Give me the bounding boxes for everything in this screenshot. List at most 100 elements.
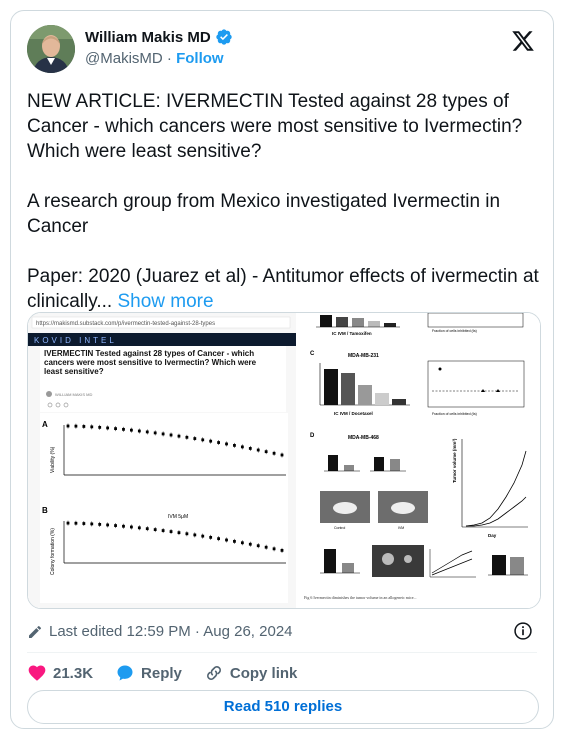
ivm-photo-label: IVM xyxy=(398,526,404,530)
data-point xyxy=(272,547,276,551)
fraction-label-c: Fraction of cells inhibited (fa) xyxy=(432,412,477,416)
data-point xyxy=(177,531,181,535)
x-logo-icon[interactable] xyxy=(511,29,535,53)
show-more-link[interactable]: Show more xyxy=(117,291,214,312)
pencil-icon xyxy=(29,625,42,638)
data-point xyxy=(74,521,78,525)
url-bar: https://makismd.substack.com/p/ivermecti… xyxy=(36,321,215,327)
data-point xyxy=(153,528,157,531)
article-screenshot: https://makismd.substack.com/p/ivermecti… xyxy=(28,313,540,608)
panel-d-bars xyxy=(324,455,406,472)
tweet-card: William Makis MD @MakisMD · Follow NEW A… xyxy=(10,10,554,729)
copy-link-button[interactable]: Copy link xyxy=(204,663,298,683)
data-point xyxy=(145,527,149,531)
data-point xyxy=(272,451,276,455)
data-point xyxy=(256,448,260,452)
copy-link-label: Copy link xyxy=(229,664,298,682)
reply-label: Reply xyxy=(141,664,182,682)
tumor-volume-label: Tumor volume (mm³) xyxy=(452,438,457,483)
panel-top-bars xyxy=(316,315,400,328)
data-point xyxy=(225,442,228,446)
control-photo-label: Control xyxy=(334,526,346,530)
author-name[interactable]: William Makis MD xyxy=(85,28,211,46)
data-point xyxy=(137,429,141,433)
reply-button[interactable]: Reply xyxy=(115,663,182,683)
panel-a-ylabel: Viability (%) xyxy=(50,446,56,473)
data-point xyxy=(122,524,125,528)
data-point xyxy=(217,537,220,541)
author-handle-row: @MakisMD · Follow xyxy=(85,50,224,67)
panel-d-label: D xyxy=(310,433,315,439)
data-point xyxy=(161,529,165,532)
article-author: WILLIAM MAKIS MD xyxy=(55,392,92,397)
data-point xyxy=(280,549,284,552)
data-point xyxy=(169,433,173,437)
data-point xyxy=(240,541,244,545)
data-point xyxy=(106,523,110,527)
data-point xyxy=(82,522,86,525)
tweet-media-image[interactable]: https://makismd.substack.com/p/ivermecti… xyxy=(27,312,541,609)
data-point xyxy=(201,438,205,442)
data-point xyxy=(185,532,189,536)
data-point xyxy=(114,524,117,527)
link-icon xyxy=(206,666,221,680)
day-label: Day xyxy=(488,533,497,538)
data-point xyxy=(98,522,102,526)
data-point xyxy=(106,426,110,430)
data-point xyxy=(66,424,70,428)
data-point xyxy=(74,424,78,428)
author-handle[interactable]: @MakisMD xyxy=(85,50,163,67)
action-bar: 21.3K Reply Copy link xyxy=(27,663,319,683)
data-point xyxy=(217,441,220,444)
verified-badge-icon xyxy=(216,29,232,45)
article-title: IVERMECTIN Tested against 28 types of Ca… xyxy=(44,349,257,376)
data-point xyxy=(177,434,181,438)
panel-b-label: B xyxy=(42,506,48,515)
panel-a-series xyxy=(66,423,284,458)
data-point xyxy=(130,428,133,432)
fraction-label-top: Fraction of cells inhibited (fa) xyxy=(432,329,477,333)
handle-separator: · xyxy=(166,50,172,67)
data-point xyxy=(264,545,268,549)
like-count: 21.3K xyxy=(53,664,94,682)
data-point xyxy=(66,521,70,525)
heart-icon xyxy=(28,665,46,681)
panel-c-label: C xyxy=(310,351,315,357)
data-point xyxy=(193,533,197,537)
follow-button[interactable]: Follow xyxy=(176,50,224,67)
data-point xyxy=(122,427,125,431)
panel-top-xlabel: IC IVM / Tamoxifen xyxy=(332,331,372,336)
data-point xyxy=(248,447,252,450)
data-point xyxy=(201,534,205,538)
data-point xyxy=(153,431,157,435)
data-point xyxy=(82,425,86,428)
data-point xyxy=(280,453,284,457)
figure-caption: Fig 6 Ivermectin diminishes the tumor vo… xyxy=(304,595,417,600)
author-name-row: William Makis MD xyxy=(85,28,233,46)
data-point xyxy=(193,437,197,440)
data-point xyxy=(90,522,94,526)
data-point xyxy=(130,525,133,529)
divider xyxy=(27,652,537,653)
data-point xyxy=(209,439,213,443)
banner-text: KOVID INTEL xyxy=(34,336,117,345)
data-point xyxy=(137,526,141,530)
panel-b-ylabel: Colony formation (%) xyxy=(50,528,56,575)
tweet-body: NEW ARTICLE: IVERMECTIN Tested against 2… xyxy=(27,91,539,312)
edit-history-row[interactable]: Last edited 12:59 PM · Aug 26, 2024 xyxy=(27,623,293,640)
data-point xyxy=(233,539,236,543)
data-point xyxy=(169,530,173,533)
panel-d-title: MDA-MB-468 xyxy=(348,435,379,441)
data-point xyxy=(248,542,252,546)
data-point xyxy=(264,450,268,454)
data-point xyxy=(161,432,165,436)
like-button[interactable]: 21.3K xyxy=(27,663,93,683)
info-icon[interactable] xyxy=(513,621,533,641)
read-replies-button[interactable]: Read 510 replies xyxy=(27,690,539,724)
data-point xyxy=(240,445,244,449)
panel-c-bars xyxy=(319,363,410,406)
avatar[interactable] xyxy=(27,25,75,73)
reply-bubble-icon xyxy=(117,665,133,681)
data-point xyxy=(90,425,94,429)
panel-efgh xyxy=(320,545,528,578)
